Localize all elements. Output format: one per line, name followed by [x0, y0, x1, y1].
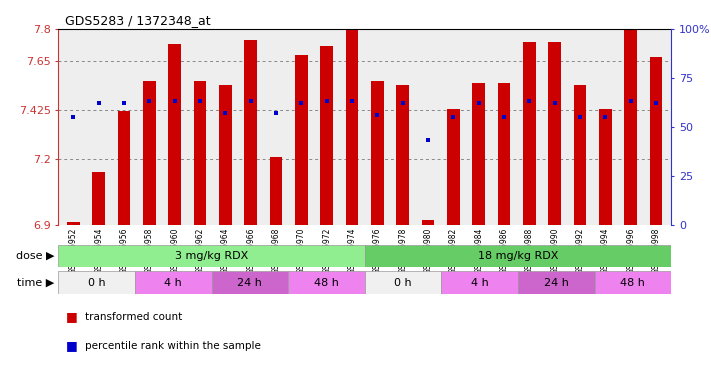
Text: 0 h: 0 h — [87, 278, 105, 288]
Bar — [472, 83, 485, 225]
Text: dose ▶: dose ▶ — [16, 251, 55, 261]
Text: 4 h: 4 h — [471, 278, 488, 288]
Bar — [212, 271, 288, 294]
Text: GDS5283 / 1372348_at: GDS5283 / 1372348_at — [65, 14, 211, 27]
Text: 24 h: 24 h — [237, 278, 262, 288]
Bar — [498, 83, 510, 225]
Bar — [194, 81, 206, 225]
Bar — [135, 271, 212, 294]
Bar — [365, 245, 671, 267]
Bar — [574, 85, 587, 225]
Bar — [442, 271, 518, 294]
Text: 24 h: 24 h — [544, 278, 569, 288]
Bar — [288, 271, 365, 294]
Bar — [397, 85, 409, 225]
Bar — [599, 109, 611, 225]
Bar — [219, 85, 232, 225]
Bar — [523, 42, 535, 225]
Bar — [92, 172, 105, 225]
Text: 48 h: 48 h — [314, 278, 339, 288]
Bar — [269, 157, 282, 225]
Text: transformed count: transformed count — [85, 312, 183, 322]
Bar — [594, 271, 671, 294]
Text: ■: ■ — [65, 339, 77, 352]
Bar — [143, 81, 156, 225]
Bar — [548, 42, 561, 225]
Bar — [67, 222, 80, 225]
Bar — [245, 40, 257, 225]
Bar — [371, 81, 384, 225]
Bar — [624, 29, 637, 225]
Text: 18 mg/kg RDX: 18 mg/kg RDX — [478, 251, 558, 261]
Text: 3 mg/kg RDX: 3 mg/kg RDX — [175, 251, 248, 261]
Bar — [365, 271, 442, 294]
Bar — [169, 44, 181, 225]
Bar — [58, 271, 135, 294]
Text: percentile rank within the sample: percentile rank within the sample — [85, 341, 261, 351]
Text: 0 h: 0 h — [394, 278, 412, 288]
Bar — [118, 111, 131, 225]
Text: ■: ■ — [65, 310, 77, 323]
Bar — [650, 57, 663, 225]
Text: 4 h: 4 h — [164, 278, 182, 288]
Bar — [518, 271, 594, 294]
Bar — [295, 55, 308, 225]
Bar — [321, 46, 333, 225]
Bar — [447, 109, 460, 225]
Text: 48 h: 48 h — [621, 278, 646, 288]
Bar — [58, 245, 365, 267]
Text: time ▶: time ▶ — [18, 278, 55, 288]
Bar — [346, 29, 358, 225]
Bar — [422, 220, 434, 225]
